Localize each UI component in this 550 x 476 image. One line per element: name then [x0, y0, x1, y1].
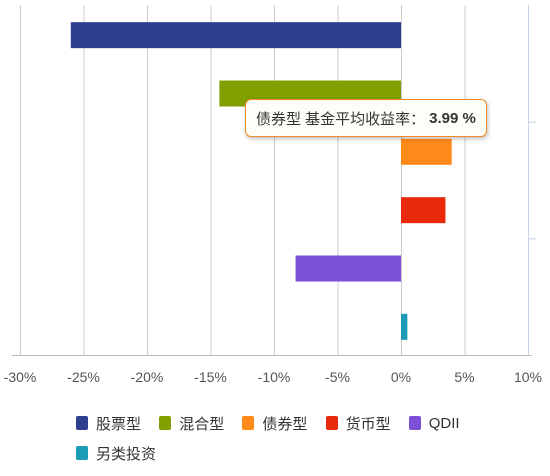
bar [401, 313, 408, 340]
x-tick-label: -30% [4, 369, 37, 385]
legend-item-alternative[interactable]: 另类投资 [76, 442, 156, 464]
legend-label: 股票型 [96, 415, 142, 433]
legend: 股票型 混合型 债券型 货币型 QDII 另类投资 [76, 412, 516, 472]
x-tick-label: -20% [131, 369, 164, 385]
tooltip-value: 3.99 % [429, 109, 476, 127]
legend-swatch [76, 446, 88, 460]
legend-swatch [159, 416, 172, 430]
x-tick-label: -5% [325, 369, 350, 385]
legend-item-hybrid[interactable]: 混合型 [159, 412, 224, 434]
legend-item-stock[interactable]: 股票型 [76, 412, 141, 434]
tooltip: 债券型 基金平均收益率： 3.99 % [245, 99, 487, 137]
bar [70, 22, 402, 49]
legend-label: 债券型 [262, 415, 308, 433]
x-tick-label: -10% [258, 369, 291, 385]
bar [401, 138, 452, 165]
x-tick-label: 0% [391, 369, 411, 385]
x-tick-label: -15% [194, 369, 227, 385]
bar [401, 197, 446, 224]
x-tick-label: -25% [67, 369, 100, 385]
legend-swatch [408, 416, 421, 430]
legend-label: QDII [428, 414, 460, 432]
tooltip-text: 债券型 基金平均收益率： [256, 110, 426, 128]
legend-swatch [242, 416, 255, 430]
x-tick-label: 5% [454, 369, 474, 385]
legend-item-qdii[interactable]: QDII [408, 412, 460, 434]
legend-swatch [76, 416, 88, 430]
legend-label: 另类投资 [96, 445, 157, 463]
legend-swatch [325, 416, 338, 430]
bar [295, 255, 401, 282]
legend-label: 货币型 [345, 415, 391, 433]
legend-label: 混合型 [179, 415, 225, 433]
x-tick-label: 10% [514, 369, 542, 385]
legend-item-bond[interactable]: 债券型 [242, 412, 307, 434]
legend-item-money[interactable]: 货币型 [325, 412, 391, 434]
